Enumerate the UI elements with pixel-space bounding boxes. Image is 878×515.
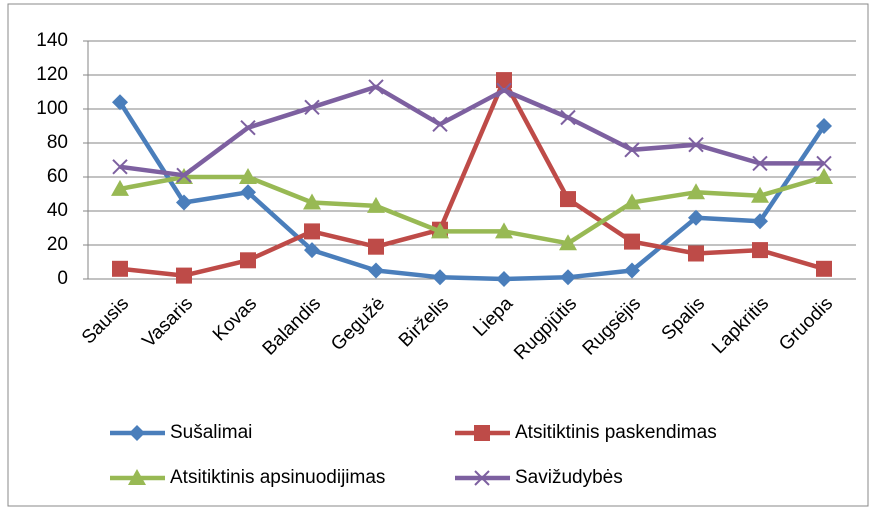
marker xyxy=(111,179,129,196)
marker xyxy=(496,72,512,89)
marker xyxy=(752,155,768,172)
y-tick-label: 0 xyxy=(57,268,68,289)
marker xyxy=(816,260,832,277)
marker xyxy=(474,425,490,441)
y-tick-label: 100 xyxy=(36,98,68,119)
marker xyxy=(240,252,256,269)
marker xyxy=(751,186,769,203)
y-tick-label: 20 xyxy=(47,234,68,255)
marker xyxy=(495,222,513,239)
chart-border xyxy=(7,3,869,507)
marker xyxy=(559,234,577,251)
legend-label: Atsitiktinis apsinuodijimas xyxy=(170,467,385,488)
marker xyxy=(474,470,490,486)
marker xyxy=(624,142,640,158)
y-tick-label: 140 xyxy=(36,30,68,51)
marker xyxy=(240,184,256,201)
marker xyxy=(304,99,320,116)
marker xyxy=(112,94,128,111)
marker xyxy=(688,136,704,153)
legend-label: Atsitiktinis paskendimas xyxy=(515,422,717,443)
marker xyxy=(624,262,640,279)
series-line xyxy=(118,100,826,282)
marker xyxy=(432,269,448,286)
y-tick-label: 40 xyxy=(47,200,68,221)
series-line xyxy=(119,84,824,178)
marker xyxy=(560,191,576,208)
marker xyxy=(815,168,833,184)
marker xyxy=(496,271,512,287)
marker xyxy=(688,245,704,262)
marker xyxy=(560,269,576,286)
marker xyxy=(368,238,384,255)
y-tick-label: 120 xyxy=(36,64,68,85)
marker xyxy=(239,168,257,184)
marker xyxy=(624,233,640,250)
marker xyxy=(816,155,832,172)
legend-label: Savižudybės xyxy=(515,467,623,488)
marker xyxy=(129,425,145,441)
marker xyxy=(112,159,128,175)
marker xyxy=(112,260,128,277)
y-tick-label: 80 xyxy=(47,132,68,153)
marker xyxy=(176,167,192,184)
series-line xyxy=(119,77,825,278)
marker xyxy=(304,223,320,240)
marker xyxy=(560,109,576,126)
marker xyxy=(752,213,768,230)
y-tick-label: 60 xyxy=(47,166,68,187)
marker xyxy=(367,196,385,213)
marker xyxy=(431,222,449,239)
marker xyxy=(368,262,384,279)
marker xyxy=(623,193,641,210)
marker xyxy=(368,79,384,95)
marker xyxy=(432,116,448,133)
legend-label: Sušalimai xyxy=(170,422,252,443)
series-line xyxy=(119,174,825,246)
marker xyxy=(176,267,192,284)
marker xyxy=(752,242,768,259)
marker xyxy=(687,183,705,200)
marker xyxy=(176,194,192,211)
marker xyxy=(240,119,256,136)
marker xyxy=(496,82,512,99)
marker xyxy=(304,242,320,259)
marker xyxy=(688,209,704,226)
marker xyxy=(303,193,321,210)
marker xyxy=(816,118,832,134)
marker xyxy=(128,469,146,485)
